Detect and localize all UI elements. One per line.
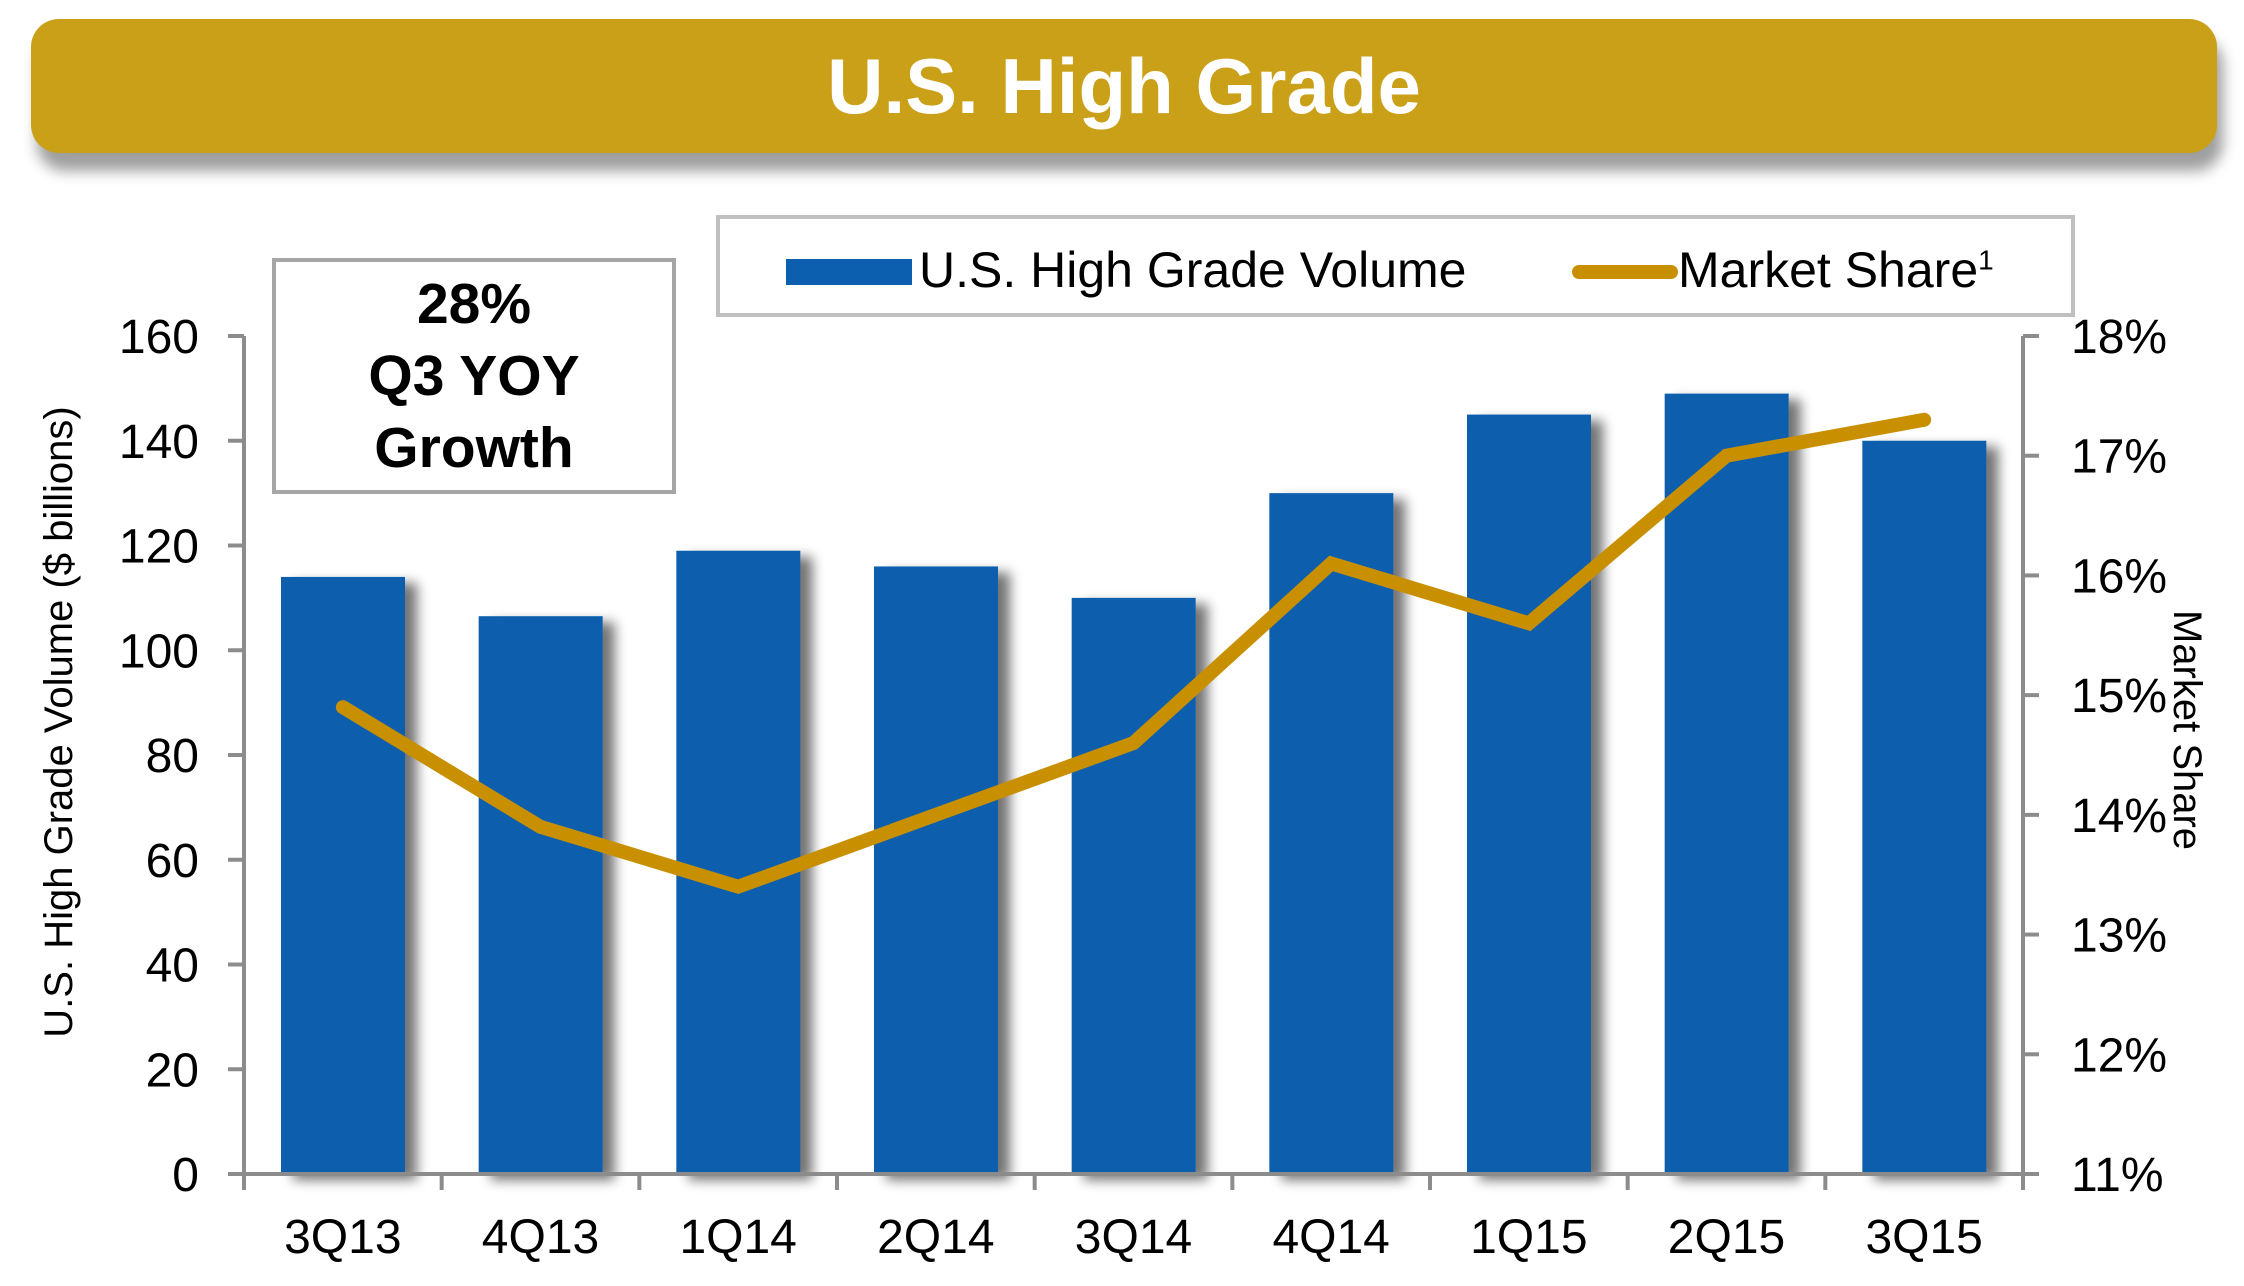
right-axis-tick-label: 11% xyxy=(2071,1149,2164,1202)
legend-swatch-market-share xyxy=(1572,265,1678,279)
market-share-point-2q14 xyxy=(935,814,937,816)
bar-3q14 xyxy=(1071,597,1196,1174)
bar-1q14 xyxy=(676,550,801,1174)
right-axis-tick-label: 13% xyxy=(2071,910,2167,963)
market-share-point-4q13 xyxy=(540,826,541,828)
x-axis-tick-label: 1Q14 xyxy=(679,1211,796,1264)
market-share-point-3q14 xyxy=(1133,742,1134,744)
y-axis-title: U.S. High Grade Volume ($ billions) xyxy=(37,406,81,1037)
right-axis-tick-label: 15% xyxy=(2071,670,2167,723)
x-axis-tick-label: 2Q15 xyxy=(1668,1211,1785,1264)
market-share-point-1q14 xyxy=(737,886,739,888)
bar-2q15 xyxy=(1664,393,1789,1174)
growth-period: Q3 YOY xyxy=(368,344,580,408)
legend-label-market-share-text: Market Share xyxy=(1678,242,1979,298)
x-axis-tick-label: 4Q14 xyxy=(1272,1211,1389,1264)
right-axis-tick-label: 16% xyxy=(2071,550,2167,603)
x-axis-tick-label: 1Q15 xyxy=(1470,1211,1587,1264)
market-share-point-1q15 xyxy=(1528,622,1530,624)
page-title: U.S. High Grade xyxy=(827,41,1421,130)
growth-percent: 28% xyxy=(416,272,532,336)
left-axis-tick-label: 40 xyxy=(146,940,199,993)
market-share-point-3q13 xyxy=(342,706,344,708)
legend-label-volume: U.S. High Grade Volume xyxy=(919,242,1467,298)
bar-2q14 xyxy=(874,566,998,1174)
x-axis-tick-label: 3Q13 xyxy=(284,1211,401,1264)
legend-swatch-volume xyxy=(786,259,912,285)
footnote-marker: 1 xyxy=(1978,244,1994,276)
chart-legend: U.S. High Grade Volume Market Share1 xyxy=(716,215,2075,317)
x-axis-tick-label: 2Q14 xyxy=(877,1211,994,1264)
left-axis-tick-label: 140 xyxy=(119,416,199,469)
legend-label-market-share: Market Share1 xyxy=(1678,241,1994,299)
growth-label: Growth xyxy=(374,416,574,480)
bar-4q13 xyxy=(478,616,603,1174)
right-axis-tick-label: 18% xyxy=(2071,311,2167,364)
x-axis-tick-label: 3Q14 xyxy=(1075,1211,1192,1264)
left-axis-tick-label: 20 xyxy=(146,1044,199,1097)
right-axis-tick-label: 12% xyxy=(2071,1029,2167,1082)
market-share-point-4q14 xyxy=(1330,562,1332,564)
market-share-point-3q15 xyxy=(1923,419,1925,421)
left-axis-tick-label: 160 xyxy=(119,311,199,364)
market-share-point-2q15 xyxy=(1726,455,1727,457)
bar-3q15 xyxy=(1862,440,1987,1174)
right-axis-tick-label: 17% xyxy=(2071,431,2167,484)
bar-1q15 xyxy=(1467,414,1591,1174)
y2-axis-title: Market Share xyxy=(2165,610,2209,850)
left-axis-tick-label: 120 xyxy=(119,521,199,574)
left-axis-tick-label: 60 xyxy=(146,835,199,888)
right-axis-tick-label: 14% xyxy=(2071,790,2167,843)
left-axis-tick-label: 80 xyxy=(146,730,199,783)
title-banner: U.S. High Grade xyxy=(31,19,2217,153)
growth-callout: 28% Q3 YOY Growth xyxy=(272,258,676,494)
left-axis-tick-label: 0 xyxy=(172,1149,199,1202)
x-axis-tick-label: 3Q15 xyxy=(1865,1211,1982,1264)
bar-3q13 xyxy=(281,576,405,1174)
left-axis-tick-label: 100 xyxy=(119,625,199,678)
x-axis-tick-label: 4Q13 xyxy=(482,1211,599,1264)
